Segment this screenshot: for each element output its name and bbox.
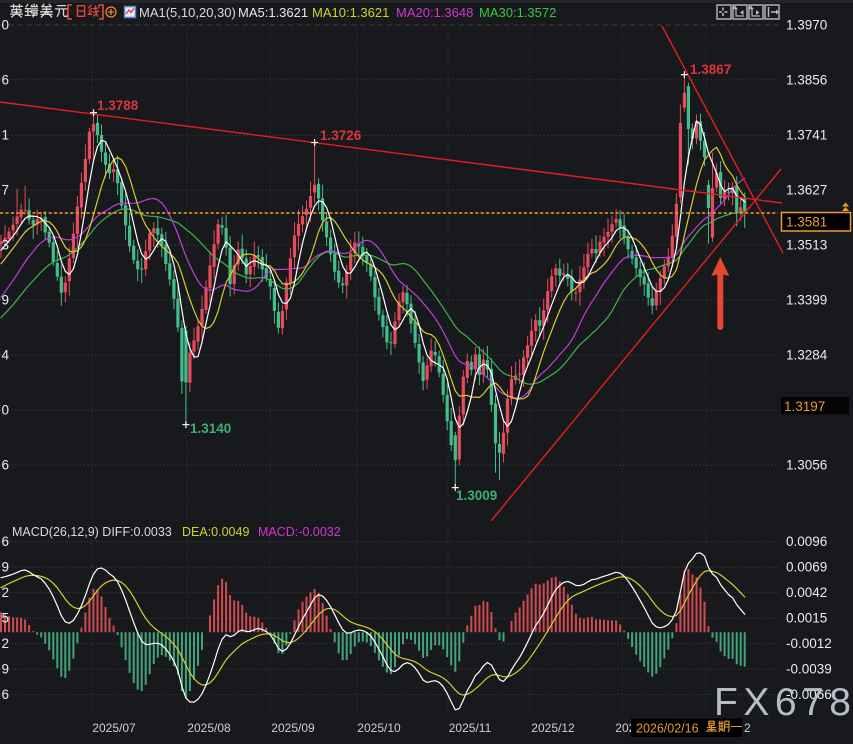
- svg-text:FX678: FX678: [714, 681, 853, 724]
- svg-text:0: 0: [1, 403, 9, 418]
- svg-text:1.3197: 1.3197: [784, 399, 825, 414]
- svg-text:7: 7: [1, 183, 9, 198]
- svg-text:0.0015: 0.0015: [786, 611, 827, 626]
- svg-text:MA20:1.3648: MA20:1.3648: [396, 5, 473, 20]
- svg-text:9: 9: [1, 662, 9, 677]
- svg-text:3: 3: [1, 237, 9, 252]
- svg-text:1.3970: 1.3970: [786, 18, 827, 33]
- svg-text:1.3856: 1.3856: [786, 72, 827, 87]
- svg-text:2025/10: 2025/10: [357, 721, 401, 735]
- svg-text:2025/12: 2025/12: [531, 721, 575, 735]
- svg-text:1.3627: 1.3627: [786, 183, 827, 198]
- svg-text:1.3726: 1.3726: [320, 128, 362, 143]
- svg-text:-0.0012: -0.0012: [786, 636, 832, 651]
- svg-text:6: 6: [1, 457, 9, 472]
- svg-text:0.0069: 0.0069: [786, 560, 827, 575]
- svg-text:MACD:-0.0032: MACD:-0.0032: [258, 525, 341, 539]
- svg-text:2: 2: [1, 585, 9, 600]
- svg-text:6: 6: [1, 687, 9, 702]
- svg-text:2025/11: 2025/11: [449, 721, 492, 735]
- svg-text:1.3741: 1.3741: [786, 128, 827, 143]
- svg-text:DEA:0.0049: DEA:0.0049: [182, 525, 249, 539]
- svg-text:1.3009: 1.3009: [456, 488, 497, 503]
- svg-text:6: 6: [1, 534, 9, 549]
- svg-text:2026/02/16: 2026/02/16: [636, 722, 699, 736]
- svg-text:5: 5: [1, 611, 9, 626]
- svg-text:1.3867: 1.3867: [690, 62, 731, 77]
- svg-text:0: 0: [1, 18, 9, 33]
- svg-text:2025/08: 2025/08: [187, 721, 231, 735]
- svg-text:MA10:1.3621: MA10:1.3621: [312, 5, 389, 20]
- svg-text:1.3284: 1.3284: [786, 348, 828, 363]
- svg-text:1.3513: 1.3513: [786, 237, 827, 252]
- svg-text:1.3399: 1.3399: [786, 292, 827, 307]
- svg-text:2025/09: 2025/09: [271, 721, 315, 735]
- svg-text:0.0042: 0.0042: [786, 585, 827, 600]
- svg-text:2025/07: 2025/07: [92, 721, 136, 735]
- svg-text:-0.0066: -0.0066: [786, 687, 832, 702]
- svg-text:0.0096: 0.0096: [786, 534, 827, 549]
- svg-text:9: 9: [1, 560, 9, 575]
- svg-text:1.3140: 1.3140: [190, 421, 231, 436]
- svg-text:1.3056: 1.3056: [786, 457, 827, 472]
- svg-text:2: 2: [1, 636, 9, 651]
- svg-text:MACD(26,12,9) DIFF:0.0033: MACD(26,12,9) DIFF:0.0033: [12, 525, 172, 539]
- svg-text:-0.0039: -0.0039: [786, 662, 832, 677]
- svg-text:2: 2: [744, 721, 751, 735]
- svg-text:9: 9: [1, 292, 9, 307]
- svg-text:1: 1: [1, 128, 9, 143]
- svg-text:6: 6: [1, 72, 9, 87]
- svg-text:MA5:1.3621: MA5:1.3621: [238, 5, 308, 20]
- svg-text:1.3581: 1.3581: [786, 215, 827, 230]
- svg-text:MA1(5,10,20,30): MA1(5,10,20,30): [139, 5, 236, 20]
- svg-text:MA30:1.3572: MA30:1.3572: [479, 5, 556, 20]
- svg-text:1.3788: 1.3788: [97, 98, 139, 113]
- svg-text:4: 4: [1, 348, 9, 363]
